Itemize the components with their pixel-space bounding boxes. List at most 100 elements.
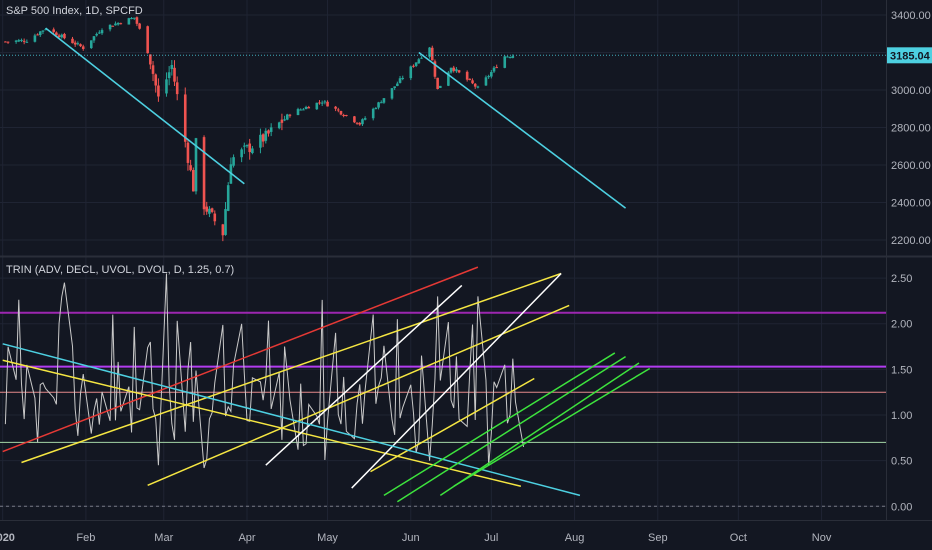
candle-body [151,65,155,74]
candle-body [132,17,136,19]
candle-body [194,138,198,192]
candle-body [401,77,405,79]
price-tick-label: 2600.00 [891,160,931,172]
candle-body [60,34,64,38]
candle-body [20,39,23,41]
candle-body [320,102,324,104]
candle-body [304,106,308,110]
candle-body [135,17,139,24]
candle-body [63,33,66,39]
candle-body [165,79,168,94]
candle-body [280,119,284,123]
time-tick-label: Jul [484,532,498,544]
candle-body [342,115,345,117]
candle-body [127,18,131,25]
candle-body [89,40,93,49]
candle-body [119,23,123,25]
candle-body [79,44,82,47]
candle-body [417,59,421,64]
candle-body [22,40,26,42]
time-tick-label: Aug [565,532,585,544]
time-tick-label: Oct [730,532,747,544]
candle-body [52,29,55,32]
candle-body [336,109,340,111]
candle-body [455,69,458,72]
candle-body [296,109,300,116]
candle-body [167,72,171,79]
candle-body [81,46,85,49]
candle-body [439,85,442,88]
candle-body [269,127,273,132]
price-trendlines [0,27,886,209]
price-tick-label: 2800.00 [891,123,931,135]
candle-body [44,29,47,31]
candle-body [208,208,211,214]
time-tick-label: Sep [648,532,668,544]
indicator-title: TRIN (ADV, DECL, UVOL, DVOL, D, 1.25, 0.… [6,264,235,276]
time-tick-label: Feb [76,532,95,544]
candle-body [183,94,187,142]
candle-body [92,36,96,41]
candle-body [6,41,10,43]
candle-body [476,86,480,88]
candle-body [73,42,77,45]
candle-body [436,77,439,89]
candle-body [245,145,249,147]
time-tick-label: 2020 [0,532,15,544]
candle-body [157,85,160,97]
candle-body [146,26,149,54]
candle-body [414,62,418,66]
candle-body [398,78,402,83]
candle-body [221,224,225,236]
candle-body [379,102,383,104]
candle-body [339,111,343,115]
price-candles [4,16,515,242]
trin-tick-label: 0.00 [891,501,912,513]
trin-trendline-green [439,362,640,496]
candle-body [76,43,80,45]
candle-body [149,54,152,65]
candle-body [71,38,74,44]
candle-body [57,35,61,38]
trin-tick-label: 1.00 [891,410,912,422]
candle-body [420,57,423,59]
candle-body [428,47,431,57]
candle-body [318,102,321,104]
candle-body [4,41,7,43]
candle-body [345,115,348,117]
candle-body [452,67,456,71]
trin-trendline-yellow [21,272,562,464]
candle-body [55,32,58,36]
candle-body [170,65,174,70]
price-tick-label: 3400.00 [891,10,931,22]
trin-trendline-green [396,355,626,503]
candle-body [495,67,498,69]
candle-body [267,130,270,134]
candle-body [302,109,305,111]
trin-levels [0,311,886,507]
candle-body [326,101,329,107]
candle-body [173,67,176,82]
candle-body [154,74,158,86]
candle-body [468,78,472,80]
candle-body [205,206,209,212]
candle-body [14,40,18,42]
candle-body [430,47,434,61]
candle-body [490,72,493,77]
candle-body [114,23,117,26]
main-chart-title: S&P 500 Index, 1D, SPCFD [6,5,143,17]
candle-body [492,67,496,72]
price-tick-label: 3000.00 [891,85,931,97]
candle-body [508,57,512,59]
candle-body [224,209,227,235]
candle-body [506,56,509,58]
candle-body [412,65,415,67]
time-tick-label: Nov [812,532,832,544]
candle-body [264,130,268,141]
candle-body [100,30,104,34]
candle-body [17,40,21,42]
candle-body [457,70,461,73]
price-tick-label: 2200.00 [891,235,931,247]
time-tick-label: May [317,532,338,544]
